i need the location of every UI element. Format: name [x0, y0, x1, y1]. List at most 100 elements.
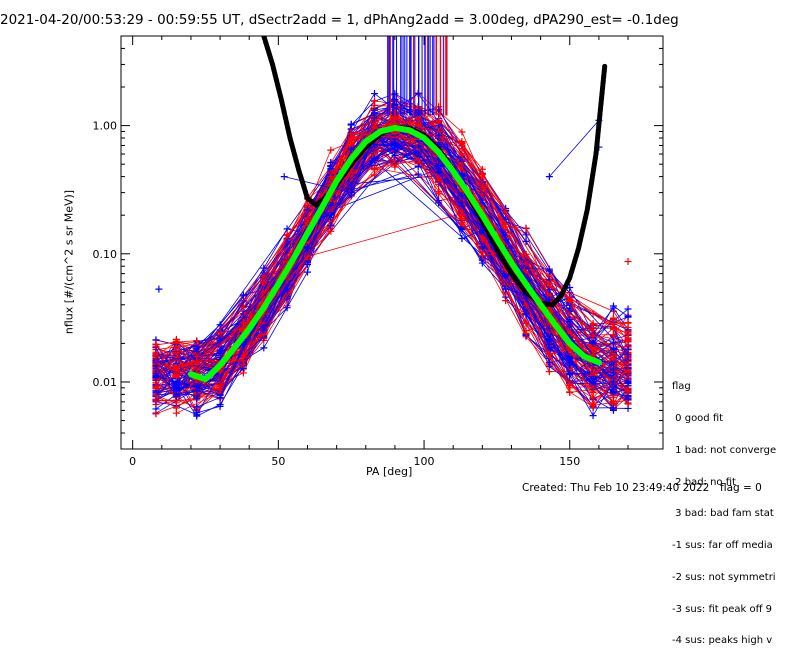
spectrum-point: [522, 237, 530, 245]
spectrum-point: [624, 305, 632, 313]
spectrum-point: [303, 219, 311, 227]
outlier-line: [549, 120, 600, 177]
spectrum-point: [522, 250, 530, 258]
spectrum-point: [624, 312, 632, 320]
spectrum-point: [435, 132, 443, 140]
spectrum-point: [609, 404, 617, 412]
spectrum-point: [566, 388, 574, 396]
chart: 0 50 100 150 0.01 0.10 1.00: [93, 35, 664, 468]
spectrum-point: [303, 206, 311, 214]
spectrum-point: [371, 122, 379, 130]
spectrum-point: [193, 411, 201, 419]
spectrum-point: [589, 320, 597, 328]
outlier-line: [284, 137, 375, 194]
spectrum-point: [624, 379, 632, 387]
spectrum-point: [152, 410, 160, 418]
spectrum-point: [609, 338, 617, 346]
sample-point: [155, 285, 163, 293]
spectrum-point: [566, 380, 574, 388]
spectrum-point: [458, 171, 466, 179]
spectrum-point: [172, 386, 180, 394]
sample-point: [624, 258, 632, 266]
spectrum-point: [216, 329, 224, 337]
spectrum-point: [371, 101, 379, 109]
spectrum-line: [196, 121, 629, 398]
spectrum-point: [303, 268, 311, 276]
spectrum-point: [391, 138, 399, 146]
spectrum-point: [589, 326, 597, 334]
legend-item: -2 sus: not symmetri: [672, 571, 776, 583]
spectrum-point: [347, 146, 355, 154]
x-tick-label: 50: [271, 455, 285, 468]
spectrum-point: [458, 191, 466, 199]
spectrum-point: [371, 90, 379, 98]
spectrum-point: [152, 397, 160, 405]
spectrum-point: [589, 339, 597, 347]
spectrum-point: [609, 314, 617, 322]
spectrum-point: [589, 403, 597, 411]
spectrum-point: [458, 226, 466, 234]
spectrum-line: [155, 138, 629, 395]
spectrum-point: [458, 234, 466, 242]
y-axis-label: nflux [#/(cm^2 s sr MeV)]: [62, 189, 76, 335]
spectrum-line: [155, 132, 614, 390]
spectrum-point: [522, 301, 530, 309]
spectrum-point: [545, 368, 553, 376]
spectrum-point: [347, 130, 355, 138]
spectrum-point: [327, 201, 335, 209]
spectrum-point: [172, 404, 180, 412]
spectrum-point: [545, 359, 553, 367]
spectrum-point: [566, 361, 574, 369]
legend-item: -1 sus: far off media: [672, 540, 773, 552]
spectrum-point: [347, 120, 355, 128]
spectrum-point: [589, 332, 597, 340]
spectrum-point: [478, 243, 486, 251]
spectrum-point: [327, 146, 335, 154]
spectrum-point: [478, 183, 486, 191]
spectrum-point: [589, 375, 597, 383]
spectrum-point: [624, 324, 632, 332]
spectrum-point: [624, 368, 632, 376]
spectrum-point: [327, 173, 335, 181]
legend-item: 0 good fit: [672, 412, 724, 424]
spectrum-point: [327, 222, 335, 230]
spectrum-point: [566, 297, 574, 305]
spectrum-point: [522, 311, 530, 319]
spectrum-point: [414, 156, 422, 164]
spectrum-point: [478, 171, 486, 179]
spectrum-point: [435, 187, 443, 195]
sample-point: [429, 119, 437, 127]
green-fit-curve: [187, 124, 602, 383]
legend-item: 1 bad: not converge: [672, 444, 777, 456]
spectrum-point: [435, 161, 443, 169]
spectrum-point: [239, 318, 247, 326]
spectrum-point: [391, 145, 399, 153]
spectrum-point: [522, 329, 530, 337]
spectrum-point: [193, 395, 201, 403]
spectrum-point: [347, 182, 355, 190]
spectrum-line: [155, 133, 614, 408]
spectrum-point: [193, 387, 201, 395]
spectrum-point: [260, 326, 268, 334]
model-layer: [187, 36, 608, 383]
spectrum-point: [545, 334, 553, 342]
spectrum-point: [566, 355, 574, 363]
y-tick-label: 0.01: [93, 376, 118, 389]
spectrum-point: [152, 382, 160, 390]
spectrum-point: [478, 252, 486, 260]
spectrum-point: [193, 403, 201, 411]
spectrum-point: [609, 354, 617, 362]
spectrum-point: [216, 394, 224, 402]
spectrum-point: [478, 259, 486, 267]
spectrum-point: [260, 344, 268, 352]
spectrum-point: [502, 208, 510, 216]
created-timestamp: Created: Thu Feb 10 23:49:40 2022: [522, 482, 710, 494]
sample-point: [172, 339, 180, 347]
legend-item: -4 sus: peaks high v: [672, 635, 773, 647]
spectrum-point: [239, 357, 247, 365]
spectrum-point: [566, 316, 574, 324]
spectrum-point: [391, 152, 399, 160]
spectrum-point: [283, 285, 291, 293]
spectrum-point: [172, 392, 180, 400]
spectrum-point: [458, 151, 466, 159]
